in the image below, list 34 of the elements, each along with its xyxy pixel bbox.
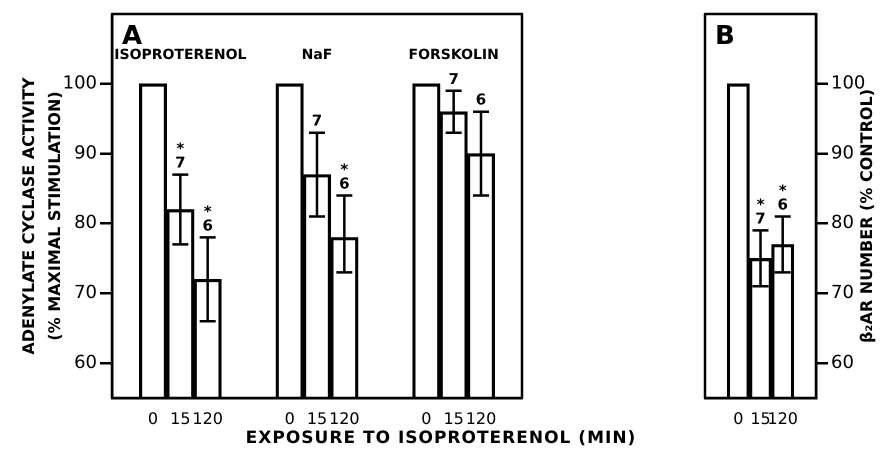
annotation: * 6 xyxy=(202,202,213,234)
chart-title: B xyxy=(715,21,735,51)
annotation: 7 xyxy=(312,112,322,130)
y2-tick-label: 70 xyxy=(831,282,854,303)
annotation: NaF xyxy=(302,47,332,63)
annotation: 7 xyxy=(448,70,459,88)
x-axis-title: EXPOSURE TO ISOPROTERENOL (MIN) xyxy=(244,428,638,448)
y2-tick-label: 90 xyxy=(831,142,854,164)
x-tick-label: 0 xyxy=(421,408,432,428)
x-tick-label: 15 xyxy=(170,408,191,428)
x-tick-label: 15 xyxy=(306,408,328,428)
x-tick-label: 120 xyxy=(329,408,360,428)
x-tick-label: 15 xyxy=(750,408,771,428)
annotation: FORSKOLIN xyxy=(408,47,499,63)
annotation: * 6 xyxy=(339,160,350,193)
x-tick-label: 15 xyxy=(443,408,464,428)
annotation: * 6 xyxy=(777,181,788,214)
annotation: ISOPROTERENOL xyxy=(114,47,246,63)
y2-tick-label: 60 xyxy=(831,352,854,373)
x-tick-label: 0 xyxy=(284,408,295,428)
annotation: 6 xyxy=(476,90,486,109)
x-tick-label: 120 xyxy=(192,408,223,428)
x-tick-label: 0 xyxy=(733,408,744,428)
annotation: * 7 xyxy=(175,140,186,172)
y-tick-label: 60 xyxy=(74,352,97,373)
annotation: * 7 xyxy=(755,195,766,228)
y-tick-label: 100 xyxy=(62,72,97,94)
y-axis-title: ADENYLATE CYCLASE ACTIVITY (% MAXIMAL STIMULATION) xyxy=(19,76,64,355)
x-tick-label: 0 xyxy=(148,408,158,428)
y-tick-label: 90 xyxy=(74,142,97,164)
y-tick-label: 70 xyxy=(74,282,97,303)
y2-tick-label: 80 xyxy=(831,212,854,234)
y-tick-label: 80 xyxy=(74,212,97,234)
x-tick-label: 120 xyxy=(466,408,496,428)
